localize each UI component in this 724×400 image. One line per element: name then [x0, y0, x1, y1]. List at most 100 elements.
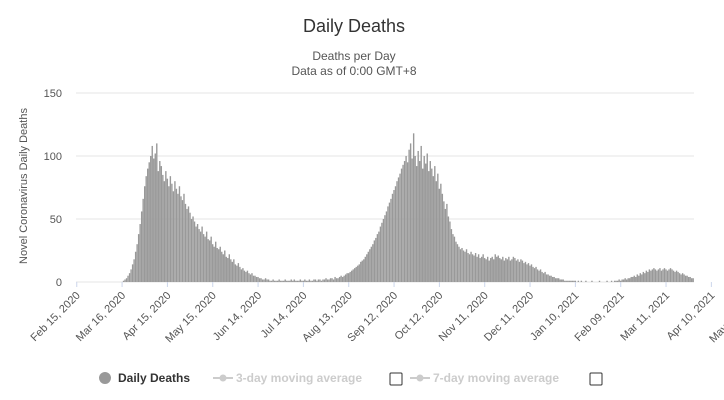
- bar[interactable]: [394, 186, 397, 282]
- bar[interactable]: [298, 280, 300, 282]
- bar[interactable]: [162, 174, 164, 282]
- bar[interactable]: [415, 166, 418, 282]
- bar[interactable]: [674, 271, 676, 282]
- bar[interactable]: [205, 231, 208, 282]
- bar[interactable]: [378, 231, 380, 282]
- bar[interactable]: [400, 168, 403, 282]
- bar[interactable]: [598, 280, 601, 282]
- bar[interactable]: [335, 278, 338, 282]
- bar[interactable]: [473, 255, 475, 282]
- bar[interactable]: [393, 190, 395, 282]
- bar[interactable]: [399, 173, 401, 282]
- bar[interactable]: [153, 158, 155, 282]
- bar[interactable]: [355, 266, 357, 282]
- bar[interactable]: [656, 270, 658, 282]
- bar[interactable]: [468, 254, 471, 282]
- bar[interactable]: [246, 270, 249, 282]
- bar[interactable]: [663, 268, 666, 282]
- bar[interactable]: [467, 253, 469, 282]
- bar[interactable]: [690, 278, 693, 282]
- bar[interactable]: [568, 280, 570, 282]
- bar[interactable]: [627, 278, 629, 282]
- bar[interactable]: [438, 188, 441, 282]
- bar[interactable]: [412, 133, 415, 282]
- bar[interactable]: [440, 183, 442, 282]
- bar[interactable]: [326, 279, 329, 282]
- bar[interactable]: [636, 274, 638, 282]
- bar[interactable]: [305, 280, 308, 282]
- bar[interactable]: [216, 247, 218, 282]
- bar[interactable]: [228, 254, 230, 282]
- bar[interactable]: [208, 240, 211, 282]
- bar[interactable]: [257, 276, 259, 282]
- bar[interactable]: [363, 259, 365, 282]
- bar[interactable]: [403, 161, 406, 282]
- bar[interactable]: [320, 280, 323, 282]
- bar[interactable]: [258, 278, 261, 282]
- legend-item-3-day-average[interactable]: 3-day moving average: [213, 371, 403, 386]
- bar[interactable]: [574, 280, 577, 282]
- bar[interactable]: [689, 276, 691, 282]
- bar[interactable]: [511, 259, 513, 282]
- bar[interactable]: [384, 215, 386, 282]
- bar[interactable]: [147, 168, 149, 282]
- bar[interactable]: [521, 260, 524, 282]
- bar[interactable]: [251, 273, 253, 282]
- bar[interactable]: [385, 211, 388, 282]
- bar[interactable]: [675, 270, 678, 282]
- bar[interactable]: [432, 176, 434, 282]
- bar[interactable]: [296, 280, 298, 282]
- bar[interactable]: [338, 276, 341, 282]
- bar[interactable]: [213, 246, 215, 282]
- bar[interactable]: [260, 278, 262, 282]
- bar[interactable]: [165, 171, 167, 282]
- bar[interactable]: [518, 261, 521, 282]
- bar[interactable]: [293, 279, 295, 282]
- bar[interactable]: [417, 150, 419, 282]
- bar[interactable]: [585, 280, 587, 282]
- bar[interactable]: [372, 244, 374, 282]
- bar[interactable]: [624, 278, 626, 282]
- bar[interactable]: [629, 278, 631, 282]
- bar[interactable]: [283, 280, 285, 282]
- bar[interactable]: [632, 276, 634, 282]
- bar[interactable]: [343, 275, 345, 282]
- bar[interactable]: [204, 236, 206, 282]
- bar[interactable]: [622, 279, 625, 282]
- bar[interactable]: [474, 253, 477, 282]
- bar[interactable]: [154, 153, 156, 282]
- bar[interactable]: [351, 270, 353, 282]
- bar[interactable]: [452, 234, 454, 282]
- bar[interactable]: [524, 261, 527, 282]
- bar[interactable]: [240, 269, 243, 282]
- bar[interactable]: [520, 259, 522, 282]
- bar[interactable]: [287, 280, 289, 282]
- bar[interactable]: [556, 278, 558, 282]
- bar[interactable]: [659, 268, 661, 282]
- bar[interactable]: [234, 264, 237, 282]
- bar[interactable]: [267, 279, 270, 282]
- bar[interactable]: [375, 237, 377, 282]
- bar[interactable]: [681, 273, 684, 282]
- bar[interactable]: [286, 280, 288, 282]
- bar[interactable]: [678, 273, 681, 282]
- checkbox-7-day-average[interactable]: [589, 372, 603, 386]
- bar[interactable]: [570, 280, 572, 282]
- bar[interactable]: [541, 271, 543, 282]
- bar[interactable]: [311, 280, 314, 282]
- bar[interactable]: [591, 280, 593, 282]
- bar[interactable]: [405, 156, 407, 282]
- bar[interactable]: [535, 266, 537, 282]
- bar[interactable]: [496, 256, 498, 282]
- bar[interactable]: [529, 265, 531, 282]
- bar[interactable]: [391, 193, 394, 282]
- bar[interactable]: [352, 269, 354, 282]
- bar[interactable]: [641, 274, 643, 282]
- bar[interactable]: [307, 280, 309, 282]
- bar[interactable]: [369, 249, 371, 282]
- bar[interactable]: [131, 264, 134, 282]
- bar[interactable]: [187, 206, 190, 282]
- bar[interactable]: [638, 275, 640, 282]
- bar[interactable]: [669, 268, 672, 282]
- bar[interactable]: [202, 234, 205, 282]
